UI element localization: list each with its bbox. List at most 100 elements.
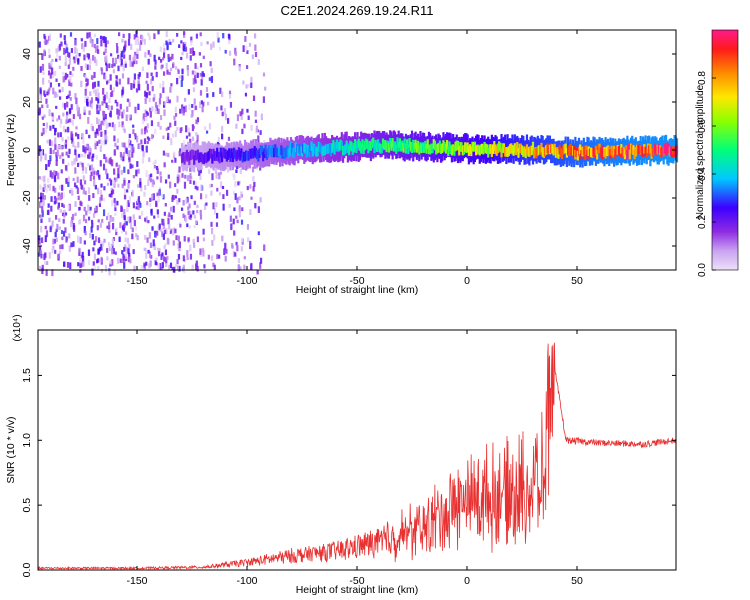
ridge-core-cell <box>269 145 272 155</box>
noise-cell <box>238 64 241 68</box>
noise-cell <box>90 226 93 233</box>
noise-cell <box>131 227 134 233</box>
noise-cell <box>85 77 88 82</box>
noise-cell <box>104 40 107 48</box>
noise-cell <box>49 33 52 37</box>
ridge-halo-cell <box>574 136 577 161</box>
ridge-core-cell <box>224 149 227 159</box>
noise-cell <box>81 43 84 50</box>
noise-cell <box>111 159 114 167</box>
noise-cell <box>70 188 73 195</box>
noise-cell <box>163 48 166 53</box>
noise-cell <box>182 213 185 219</box>
noise-cell <box>189 48 192 54</box>
ridge-core-cell <box>185 149 189 160</box>
noise-cell <box>222 194 225 200</box>
noise-cell <box>240 113 243 120</box>
noise-cell <box>131 189 134 197</box>
ridge-core-cell <box>535 148 538 159</box>
noise-cell <box>193 214 196 219</box>
noise-cell <box>85 98 89 106</box>
noise-cell <box>108 122 111 127</box>
noise-cell <box>147 179 150 186</box>
noise-cell <box>123 255 126 262</box>
noise-cell <box>148 91 151 96</box>
ridge-core-cell <box>665 145 668 156</box>
ridge-core-cell <box>408 138 411 148</box>
noise-cell <box>152 97 155 102</box>
noise-cell <box>128 196 131 203</box>
noise-cell <box>178 174 181 182</box>
noise-cell <box>239 111 242 117</box>
ridge-core-cell <box>616 145 619 155</box>
noise-cell <box>99 35 103 40</box>
noise-cell <box>152 239 155 247</box>
noise-cell <box>132 174 136 179</box>
noise-cell <box>202 228 205 235</box>
ridge-core-cell <box>262 151 265 162</box>
noise-cell <box>198 101 202 109</box>
noise-cell <box>103 238 106 243</box>
ridge-core-cell <box>444 143 447 154</box>
noise-cell <box>259 262 262 269</box>
noise-cell <box>97 248 100 255</box>
noise-cell <box>178 44 181 48</box>
noise-cell <box>254 110 257 117</box>
noise-cell <box>216 187 219 192</box>
ridge-core-cell <box>351 145 354 155</box>
noise-cell <box>70 242 73 248</box>
noise-cell <box>168 264 171 270</box>
noise-cell <box>149 111 152 118</box>
noise-cell <box>174 157 177 163</box>
noise-cell <box>91 222 94 228</box>
noise-cell <box>103 36 106 43</box>
noise-cell <box>167 53 170 59</box>
noise-cell <box>138 72 141 77</box>
noise-cell <box>72 56 76 60</box>
noise-cell <box>115 43 119 47</box>
noise-cell <box>217 136 220 142</box>
noise-cell <box>114 212 117 216</box>
noise-cell <box>121 38 124 43</box>
ridge-core-cell <box>236 149 239 160</box>
noise-cell <box>113 63 116 67</box>
noise-cell <box>159 125 162 130</box>
noise-cell <box>132 249 135 255</box>
noise-cell <box>132 214 135 220</box>
noise-cell <box>79 258 82 265</box>
x-tick-label: -100 <box>236 275 257 287</box>
ridge-core-cell <box>222 147 225 158</box>
ridge-halo-cell <box>432 138 435 163</box>
noise-cell <box>221 91 224 97</box>
noise-cell <box>103 97 106 104</box>
ridge-core-cell <box>193 155 196 165</box>
noise-cell <box>65 236 68 243</box>
noise-cell <box>64 55 67 63</box>
noise-cell <box>89 100 92 107</box>
snr-panel: -150 -100 -50 0 50 0.00.51.01.5 Height of st… <box>5 314 677 596</box>
x-tick-label: -150 <box>126 275 147 287</box>
ridge-core-cell <box>472 142 475 152</box>
noise-cell <box>263 140 266 144</box>
noise-cell <box>144 185 147 191</box>
noise-cell <box>254 202 257 209</box>
noise-cell <box>166 42 169 49</box>
ridge-core-cell <box>322 145 325 156</box>
noise-cell <box>174 183 177 187</box>
noise-cell <box>167 132 170 140</box>
noise-cell <box>149 242 153 248</box>
noise-cell <box>162 194 165 200</box>
ridge-core-cell <box>669 146 673 157</box>
noise-cell <box>145 111 148 115</box>
noise-cell <box>72 177 75 182</box>
noise-cell <box>104 139 107 145</box>
noise-cell <box>119 222 122 229</box>
noise-cell <box>111 189 115 195</box>
noise-cell <box>211 173 214 181</box>
noise-cell <box>148 35 151 41</box>
noise-cell <box>61 244 64 250</box>
noise-cell <box>137 41 140 46</box>
noise-cell <box>45 122 49 129</box>
noise-cell <box>39 203 42 209</box>
noise-cell <box>82 261 85 267</box>
